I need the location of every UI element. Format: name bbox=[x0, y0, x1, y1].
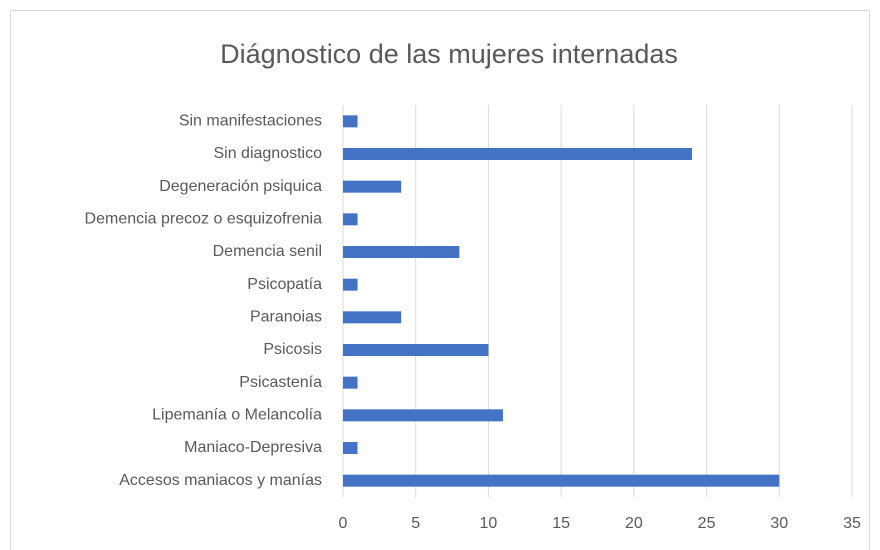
y-tick-label: Demencia precoz o esquizofrenia bbox=[85, 211, 323, 228]
bar bbox=[343, 180, 402, 193]
chart-title: Diágnostico de las mujeres internadas bbox=[220, 39, 678, 69]
bar bbox=[343, 442, 358, 454]
y-tick-label: Psicosis bbox=[263, 341, 322, 358]
y-tick-label: Lipemanía o Melancolía bbox=[152, 407, 322, 424]
x-tick-label: 30 bbox=[770, 515, 788, 532]
bar bbox=[343, 409, 503, 422]
y-tick-label: Maniaco-Depresiva bbox=[184, 439, 322, 456]
chart-border bbox=[10, 10, 870, 550]
y-tick-label: Paranoias bbox=[250, 309, 322, 326]
y-tick-label: Sin manifestaciones bbox=[179, 113, 322, 130]
x-tick-label: 15 bbox=[552, 515, 570, 532]
x-tick-label: 35 bbox=[843, 515, 861, 532]
y-tick-label: Accesos maniacos y manías bbox=[119, 472, 322, 489]
y-tick-label: Degeneración psiquica bbox=[159, 178, 322, 195]
bar bbox=[343, 474, 780, 487]
bar bbox=[343, 344, 489, 356]
bar bbox=[343, 213, 358, 226]
x-tick-label: 5 bbox=[411, 515, 420, 532]
bar bbox=[343, 311, 402, 324]
y-tick-label: Demencia senil bbox=[213, 243, 322, 260]
y-tick-label: Sin diagnostico bbox=[213, 145, 322, 162]
x-tick-label: 0 bbox=[339, 515, 348, 532]
bar bbox=[343, 246, 460, 258]
bar bbox=[343, 376, 358, 389]
bar bbox=[343, 148, 693, 160]
bar bbox=[343, 278, 358, 291]
x-tick-label: 25 bbox=[698, 515, 716, 532]
bar bbox=[343, 115, 358, 128]
x-tick-label: 10 bbox=[480, 515, 498, 532]
x-tick-label: 20 bbox=[625, 515, 643, 532]
y-tick-label: Psicopatía bbox=[247, 276, 322, 293]
y-tick-label: Psicastenía bbox=[239, 374, 322, 391]
